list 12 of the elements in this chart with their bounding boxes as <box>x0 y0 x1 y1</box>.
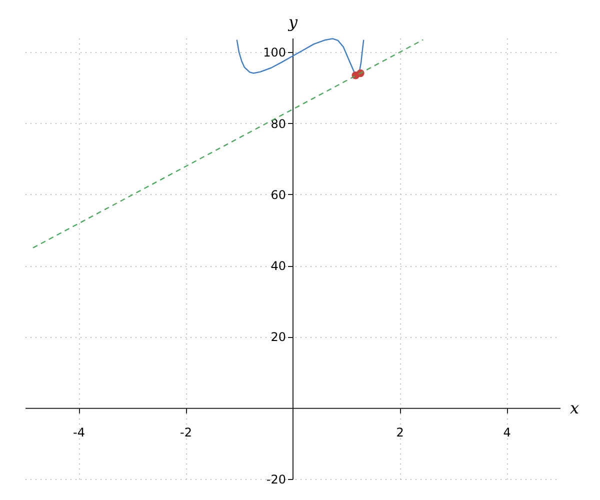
y-tick-label: -20 <box>266 472 286 486</box>
x-tick-label: -2 <box>180 425 192 440</box>
x-tick-label: -4 <box>73 425 85 440</box>
x-tick-label: 2 <box>396 425 404 440</box>
x-axis-title: x <box>570 398 580 418</box>
y-tick-label: 20 <box>270 330 286 344</box>
y-tick-label: 40 <box>270 259 286 274</box>
y-tick-label: 80 <box>270 116 286 131</box>
x-tick-label: 4 <box>503 425 511 440</box>
y-tick-label: 60 <box>270 188 286 202</box>
y-axis-title: y <box>287 12 298 32</box>
y-tick-label: 100 <box>263 46 286 60</box>
